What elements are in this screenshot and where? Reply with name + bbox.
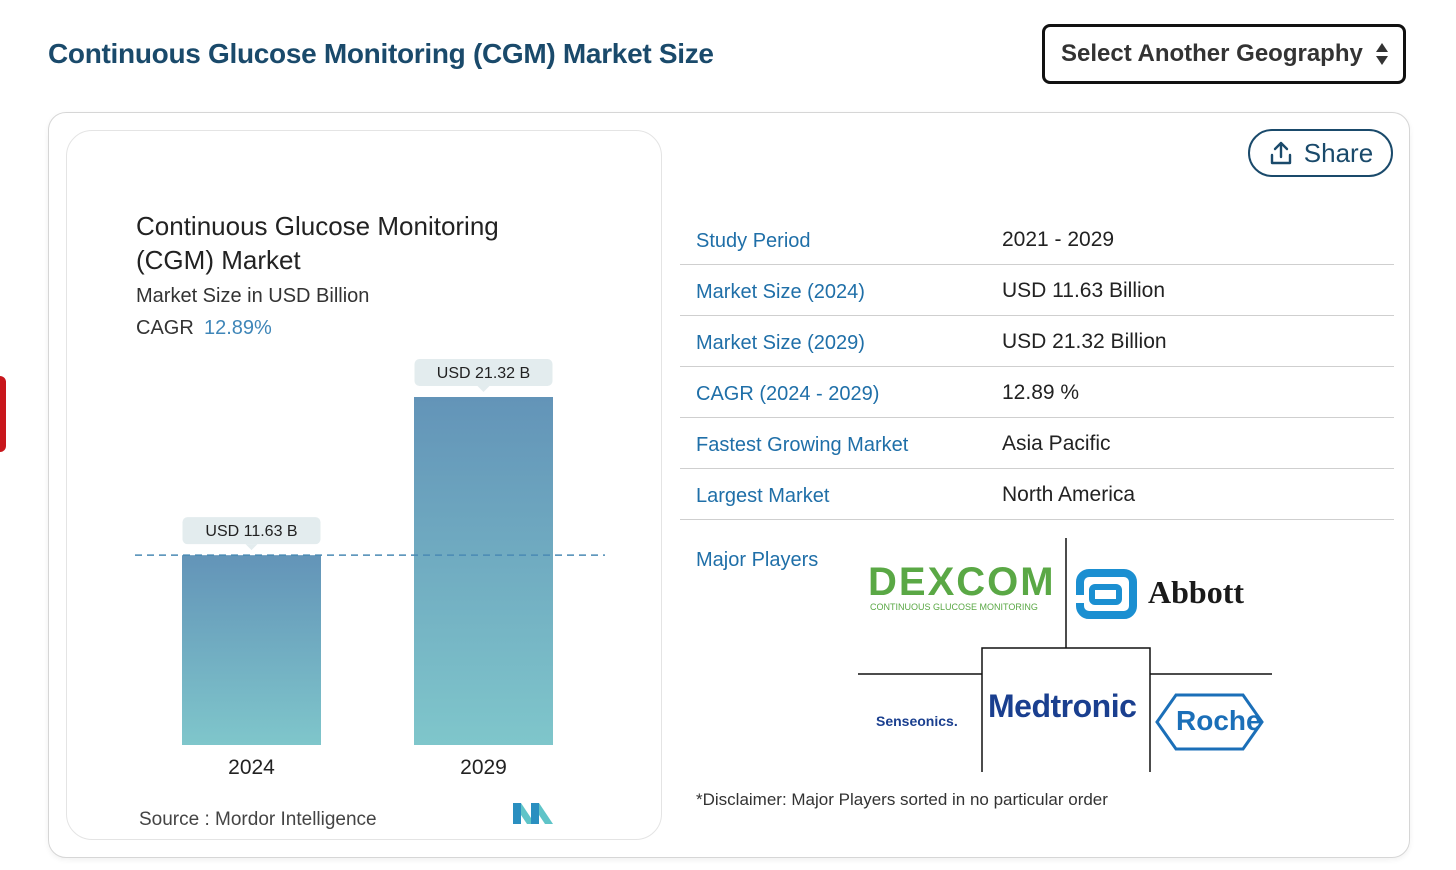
medtronic-logo: Medtronic [988, 688, 1137, 724]
x-tick-label: 2029 [460, 756, 507, 779]
roche-logo: Roche [1176, 705, 1262, 736]
stat-label: Market Size (2024) [696, 281, 865, 303]
geography-select[interactable]: Select Another Geography [1042, 24, 1406, 84]
bar-2024 [182, 555, 321, 745]
x-tick-label: 2024 [228, 756, 275, 779]
feedback-tab[interactable] [0, 376, 6, 452]
roche-hexagon-icon [1155, 693, 1264, 751]
bar-2029 [414, 397, 553, 745]
stats-table: Study Period 2021 - 2029 Market Size (202… [680, 214, 1394, 520]
stat-row: Market Size (2024) USD 11.63 Billion [680, 265, 1394, 316]
source-text: Source : Mordor Intelligence [139, 809, 377, 830]
stat-value: 12.89 % [1002, 381, 1080, 404]
mordor-logo [513, 803, 553, 824]
bar-chart: Continuous Glucose Monitoring (CGM) Mark… [135, 211, 605, 830]
stat-row: Study Period 2021 - 2029 [680, 214, 1394, 265]
chart-subtitle: Market Size in USD Billion [136, 285, 369, 307]
svg-text:USD 21.32 B: USD 21.32 B [437, 365, 530, 382]
data-label-2029: USD 21.32 B [414, 359, 553, 392]
data-label-2024: USD 11.63 B [182, 517, 321, 551]
major-players-label: Major Players [696, 549, 819, 571]
stat-row: Market Size (2029) USD 21.32 Billion [680, 316, 1394, 367]
stat-label: Market Size (2029) [696, 332, 865, 354]
page-title: Continuous Glucose Monitoring (CGM) Mark… [48, 38, 714, 69]
stat-row: CAGR (2024 - 2029) 12.89 % [680, 367, 1394, 418]
chart-title-line1: Continuous Glucose Monitoring [136, 211, 499, 241]
geography-select-label: Select Another Geography [1061, 40, 1363, 67]
cagr-value: 12.89% [204, 317, 272, 339]
chart-card: Continuous Glucose Monitoring (CGM) Mark… [66, 130, 662, 840]
stat-label: Largest Market [696, 485, 830, 507]
share-button[interactable]: Share [1248, 129, 1393, 177]
stat-value: USD 11.63 Billion [1002, 279, 1166, 302]
stat-value: Asia Pacific [1002, 432, 1111, 455]
select-arrows-icon [1376, 43, 1388, 65]
stat-label: Study Period [696, 230, 811, 252]
abbott-logo: Abbott [1148, 574, 1245, 610]
disclaimer: *Disclaimer: Major Players sorted in no … [696, 790, 1108, 809]
svg-text:USD 11.63 B: USD 11.63 B [205, 523, 297, 540]
major-players-logos: DEXCOM CONTINUOUS GLUCOSE MONITORING Abb… [858, 538, 1274, 774]
stat-row: Largest Market North America [680, 469, 1394, 520]
stat-label: CAGR (2024 - 2029) [696, 383, 880, 405]
stat-value: USD 21.32 Billion [1002, 330, 1167, 353]
stat-label: Fastest Growing Market [696, 434, 909, 456]
share-label: Share [1303, 137, 1374, 168]
chart-title-line2: (CGM) Market [136, 245, 301, 275]
cagr-label: CAGR [136, 317, 194, 339]
upload-icon [1270, 141, 1291, 165]
dexcom-tagline: CONTINUOUS GLUCOSE MONITORING [870, 602, 1038, 612]
stat-row: Fastest Growing Market Asia Pacific [680, 418, 1394, 469]
senseonics-logo: Senseonics. [876, 713, 958, 729]
stat-value: North America [1002, 483, 1136, 506]
logo-grid-lines [858, 538, 1272, 772]
abbott-logo-icon [1074, 569, 1137, 619]
dexcom-logo: DEXCOM [868, 560, 1056, 604]
stat-value: 2021 - 2029 [1002, 228, 1115, 251]
